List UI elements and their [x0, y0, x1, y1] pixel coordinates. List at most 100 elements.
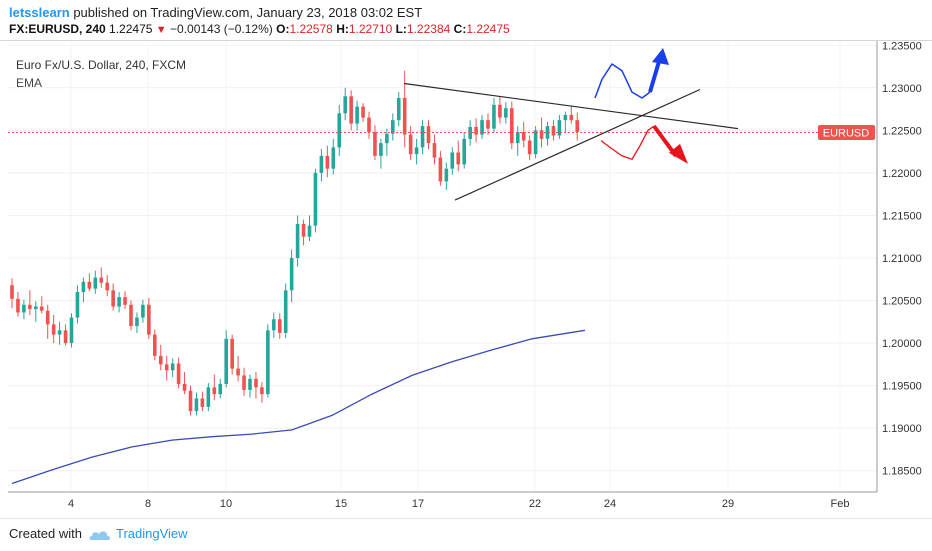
price-tick-label: 1.19000 [882, 423, 922, 435]
indicator-legend[interactable]: EMA [16, 76, 42, 90]
low-value: 1.22384 [406, 22, 451, 36]
candle-body [188, 390, 193, 412]
candle-body [408, 134, 413, 155]
candle-body [295, 223, 300, 258]
high-label: H: [336, 22, 349, 36]
candle-body [515, 132, 520, 144]
candle-body [569, 115, 574, 121]
price-chart[interactable]: 1.23500 1.23000 1.22500 1.22000 1.21500 1.210… [0, 41, 932, 517]
time-tick-label: 24 [604, 498, 616, 510]
candle-body [545, 126, 550, 139]
candle-body [153, 334, 157, 356]
price-axis[interactable]: 1.23500 1.23000 1.22500 1.22000 1.21500 1.210… [882, 41, 922, 478]
candle-body [206, 387, 211, 407]
bearish-arrow-head [669, 143, 688, 164]
bearish-scenario-path [600, 125, 655, 160]
candle-body [391, 120, 395, 134]
price-tag: EURUSD [818, 124, 875, 140]
candle-body [164, 364, 169, 371]
candle-body [307, 225, 312, 237]
candle-body [510, 108, 514, 144]
candle-body [521, 132, 526, 141]
candle-body [361, 106, 365, 118]
candle-body [277, 319, 282, 333]
candle-body [402, 98, 407, 135]
time-tick-label: 17 [412, 498, 424, 510]
candle-body [319, 155, 324, 173]
candle-body [539, 130, 544, 139]
candle-body [426, 126, 431, 144]
candle-body [480, 120, 484, 135]
price-tick-label: 1.22000 [882, 168, 922, 180]
candle-body [200, 398, 205, 407]
candle-body [117, 297, 121, 307]
candle-body [218, 383, 223, 395]
candle-body [474, 126, 478, 135]
time-tick-label: 10 [220, 498, 232, 510]
price-tick-label: 1.21000 [882, 253, 922, 265]
price-tick-label: 1.23000 [882, 83, 922, 95]
candle-body [141, 304, 145, 318]
price-tick-label: 1.22500 [882, 125, 922, 137]
candle-body [272, 319, 276, 331]
candle-body [557, 120, 562, 136]
candle-body [230, 338, 234, 369]
bullish-arrow-head [652, 48, 669, 66]
time-tick-label: 15 [335, 498, 347, 510]
candle-body [563, 115, 568, 121]
triangle-upper-trendline [403, 82, 739, 130]
candle-body [337, 113, 342, 148]
candle-body [194, 398, 199, 412]
candle-body [212, 387, 217, 395]
time-axis[interactable]: 4 8 10 15 17 22 24 29 Feb [68, 498, 850, 510]
candle-body [28, 304, 32, 310]
candle-body [551, 126, 556, 136]
high-value: 1.22710 [348, 22, 393, 36]
bullish-arrow-shaft [648, 57, 662, 93]
candle-body [444, 168, 449, 182]
candle-body [242, 375, 246, 390]
candle-body [248, 378, 252, 390]
candle-body [22, 304, 26, 313]
candle-body [81, 281, 86, 293]
price-tick-label: 1.19500 [882, 381, 922, 393]
candle-body [57, 330, 62, 335]
candle-body [313, 172, 318, 226]
candle-body [176, 363, 181, 384]
candle-body [45, 310, 50, 325]
candles-layer [10, 70, 580, 416]
candle-body [343, 96, 347, 114]
price-change: −0.00143 (−0.12%) [170, 22, 273, 36]
close-value: 1.22475 [466, 22, 510, 36]
candle-body [16, 298, 20, 313]
low-label: L: [395, 22, 407, 36]
candle-body [260, 387, 264, 395]
candle-body [111, 290, 115, 307]
candle-body [456, 152, 461, 165]
symbol-label: FX:EURUSD, 240 [9, 22, 106, 36]
price-tag-background [818, 124, 875, 140]
time-tick-label: 22 [529, 498, 541, 510]
candle-body [301, 223, 306, 237]
candle-body [99, 277, 104, 283]
time-tick-label: Feb [831, 498, 850, 510]
created-with-label: Created with [9, 526, 82, 541]
candle-body [289, 257, 294, 291]
candle-body [123, 297, 127, 305]
candle-body [533, 130, 538, 155]
candle-body [385, 133, 389, 144]
candle-body [527, 140, 532, 155]
time-tick-label: 4 [68, 498, 74, 510]
tradingview-brand[interactable]: TradingView [116, 526, 188, 541]
candle-body [492, 104, 496, 129]
time-tick-label: 8 [145, 498, 151, 510]
footer-bar: Created with TradingView [0, 518, 932, 551]
price-tick-label: 1.20500 [882, 296, 922, 308]
candle-body [349, 96, 353, 124]
author-name[interactable]: letsslearn [9, 5, 70, 20]
triangle-lower-trendline [454, 88, 701, 201]
instrument-legend[interactable]: Euro Fx/U.S. Dollar, 240, FXCM [16, 58, 186, 72]
close-label: C: [453, 22, 467, 36]
candle-body [468, 126, 472, 139]
candle-body [379, 143, 383, 156]
